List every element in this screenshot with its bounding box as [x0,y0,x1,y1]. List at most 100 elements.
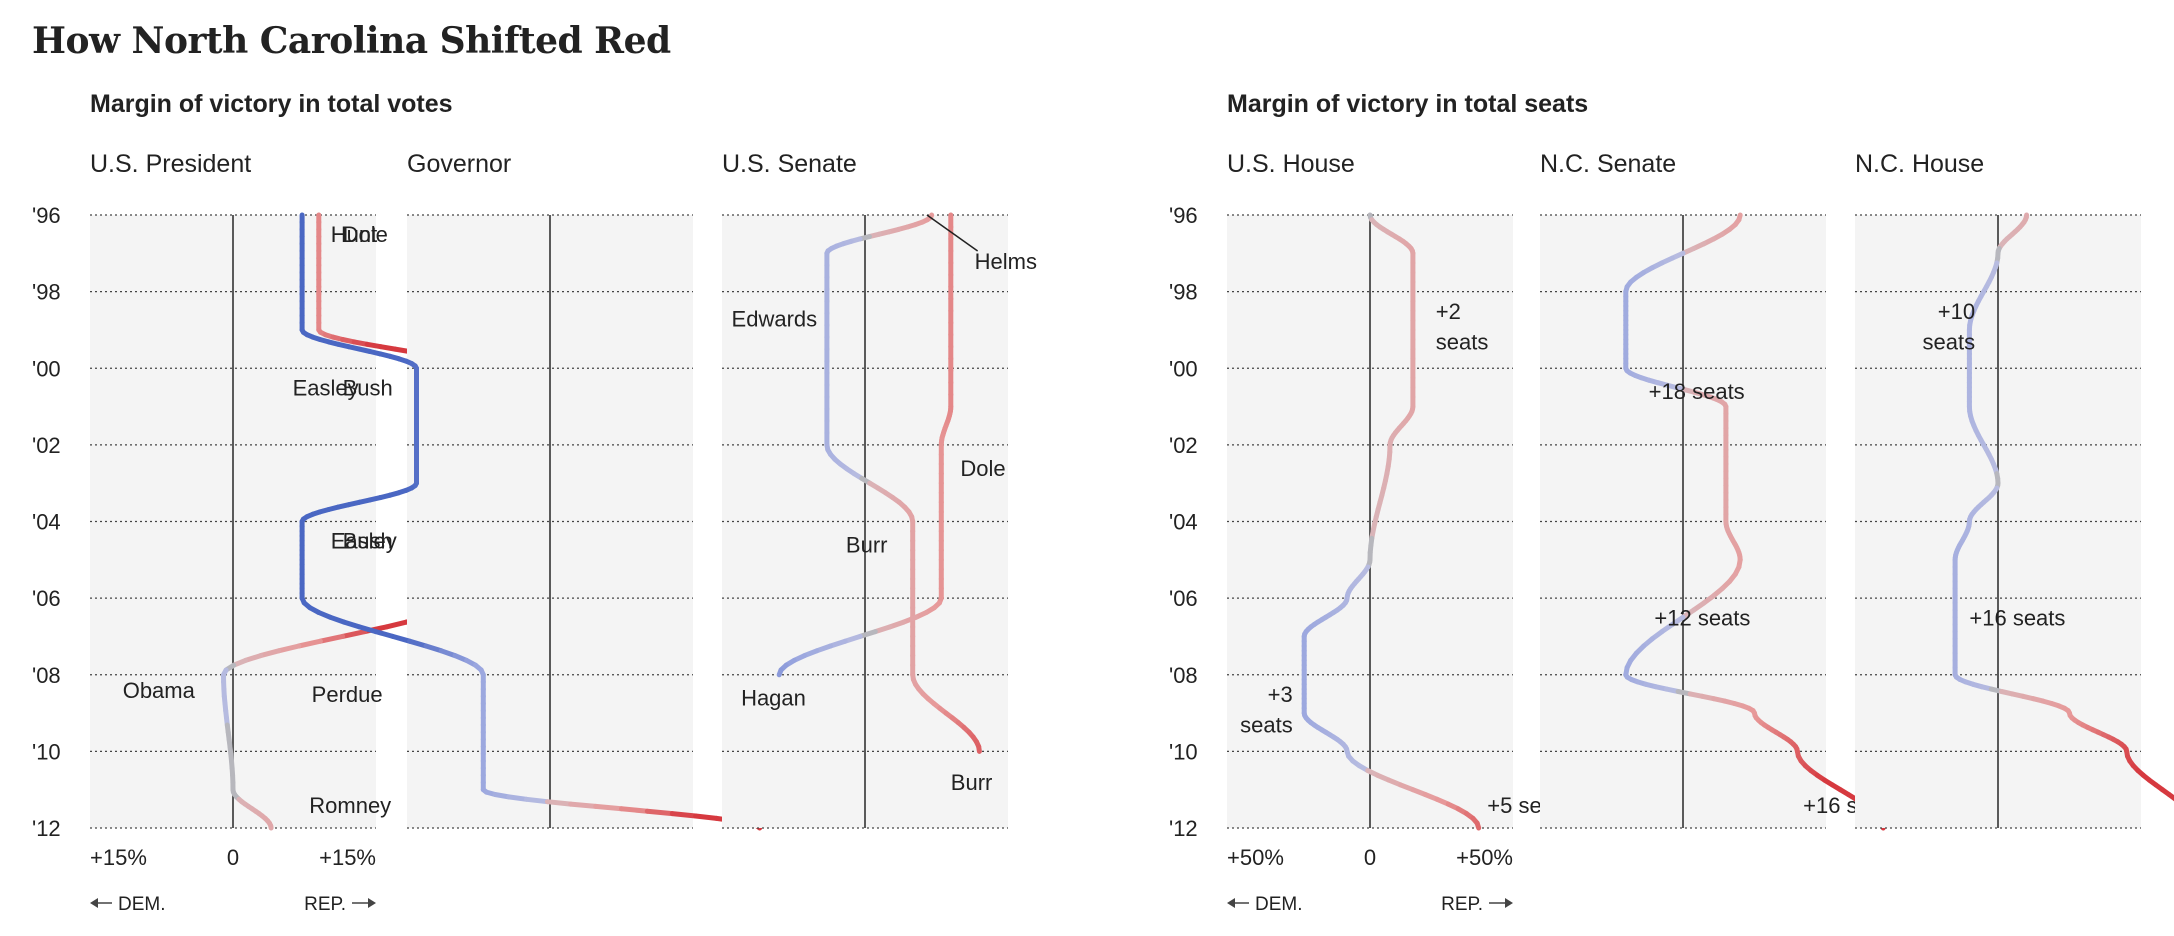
series-0-segment [544,799,574,807]
x-tick-label: +15% [90,845,147,870]
chart-panel-2: U.S. Senate Helms Edwards Dole Burr Hagan Burr [722,150,1037,829]
series-0-segment [693,813,719,821]
annotation-label: Hunt [331,222,377,247]
series-0-segment [317,633,346,644]
series-0-segment [243,653,264,663]
annotation-label: +16 seats [1969,605,2065,630]
rep-arrowhead-icon [368,898,376,908]
annotation-label: +12 seats [1654,605,1750,630]
annotation-label: Edwards [732,306,818,331]
rep-arrowhead-icon [1505,898,1513,908]
series-1-segment [872,624,893,635]
panel-title: U.S. Senate [722,150,857,178]
series-0-segment [568,801,599,809]
year-label: '04 [1169,510,1198,535]
series-0-segment [976,744,982,754]
dem-arrowhead-icon [1227,898,1235,908]
chart-panel-4: N.C. Senate+18 seats+12 seats+16 seats [1540,150,1899,831]
annotation-label: Romney [309,793,391,818]
annotation-label: Burr [846,532,888,557]
year-label: '08 [1169,663,1198,688]
series-1-segment [776,667,784,678]
series-1-segment [842,633,863,644]
series-0-segment [258,648,282,659]
year-label: '00 [32,356,61,381]
rep-direction-label: REP. [1441,894,1483,915]
series-0-segment [1474,820,1482,831]
series-1-segment [828,638,848,649]
series-0-segment [619,806,650,814]
chart-panel-5: N.C. House +10 seats +16 seats [1855,150,2174,829]
series-0-segment [506,794,529,802]
year-label: '96 [1169,203,1198,228]
series-0-segment [340,629,368,639]
x-tick-label: 0 [1364,845,1376,870]
seats-section-title: Margin of victory in total seats [1227,90,1589,118]
annotation-label: Dole [343,222,388,247]
year-label: '00 [1169,356,1198,381]
panel-title: Governor [407,150,511,178]
annotation-label: Bush [343,529,393,554]
annotation-label: Easley [293,375,359,400]
year-label: '98 [1169,280,1198,305]
annotation-label: seats [1436,329,1489,354]
dem-arrowhead-icon [90,898,98,908]
year-label: '06 [32,586,61,611]
series-1-segment [857,629,878,639]
annotation-label: +3 [1268,682,1293,707]
panel-title: U.S. President [90,150,251,178]
series-0-segment [644,808,675,817]
series-0-segment [276,643,302,654]
annotation-label: seats [1923,329,1976,354]
series-0-segment [373,629,396,639]
panel-title: U.S. House [1227,150,1355,178]
series-0-segment [524,796,550,805]
annotation-label: Easley [331,529,397,554]
series-0-segment [423,643,444,654]
x-tick-label: +50% [1456,845,1513,870]
year-label: '06 [1169,586,1198,611]
series-0-segment [593,803,624,812]
rep-direction-label: REP. [304,894,346,915]
series-0-segment [341,619,362,630]
series-0-segment [383,619,409,630]
year-label: '02 [1169,433,1198,458]
annotation-label: Helms [975,249,1037,274]
x-tick-label: +15% [319,845,376,870]
annotation-label: +2 [1436,299,1461,324]
series-0-segment [2166,792,2174,802]
series-0-segment [407,638,429,649]
year-label: '04 [32,510,61,535]
year-label: '02 [32,433,61,458]
annotation-label: Bush [343,375,393,400]
year-label: '12 [32,816,61,841]
panel-title: N.C. Senate [1540,150,1676,178]
series-0-segment [356,624,379,635]
series-0-segment [390,633,413,644]
year-label: '10 [32,739,61,764]
annotation-label: Hagan [741,686,806,711]
annotation-label: Burr [951,770,993,795]
annotation-label: Dole [960,456,1005,481]
x-tick-label: +50% [1227,845,1284,870]
year-label: '08 [32,663,61,688]
year-label: '10 [1169,739,1198,764]
page-title: How North Carolina Shifted Red [32,20,671,62]
chart-panel-0: U.S. President Dole Bush Bush Obama Romney [90,150,474,831]
series-0-segment [296,638,323,649]
dem-direction-label: DEM. [1255,894,1303,915]
annotation-label: +18 seats [1649,379,1745,404]
year-label: '98 [32,280,61,305]
dem-direction-label: DEM. [118,894,166,915]
year-label: '96 [32,203,61,228]
x-tick-label: 0 [227,845,239,870]
series-0-segment [669,811,699,819]
annotation-label: Perdue [312,682,383,707]
votes-section-title: Margin of victory in total votes [90,90,453,118]
panel-title: N.C. House [1855,150,1984,178]
annotation-label: Obama [123,678,196,703]
year-label: '12 [1169,816,1198,841]
annotation-label: seats [1240,713,1293,738]
